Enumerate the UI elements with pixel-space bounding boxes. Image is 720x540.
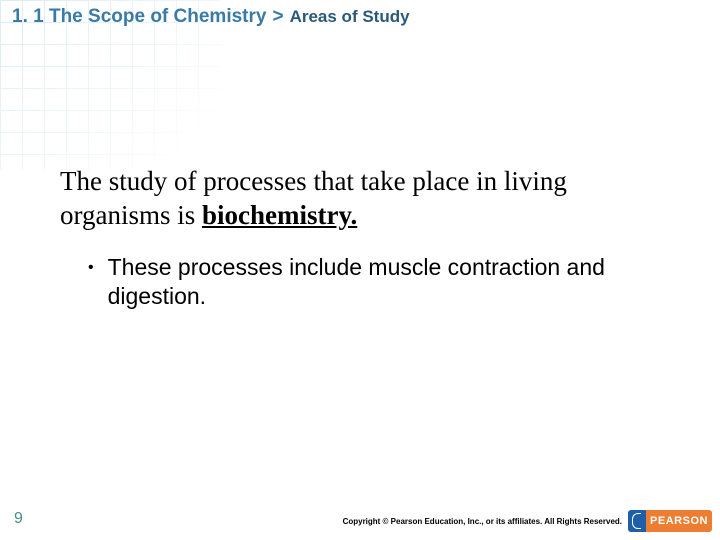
bullet-item: • These processes include muscle contrac… [88,253,660,313]
copyright-text: Copyright © Pearson Education, Inc., or … [343,517,622,526]
page-number: 9 [14,510,23,528]
pearson-mark-icon [628,510,646,532]
slide-content: The study of processes that take place i… [60,165,660,312]
bullet-icon: • [88,253,94,283]
bullet-text: These processes include muscle contracti… [108,253,660,313]
pearson-wordmark: PEARSON [646,510,712,532]
breadcrumb-topic: Areas of Study [290,7,410,27]
breadcrumb: 1. 1 The Scope of Chemistry > Areas of S… [12,6,410,28]
key-term: biochemistry. [202,200,357,230]
breadcrumb-section: 1. 1 The Scope of Chemistry [12,6,266,28]
lead-paragraph: The study of processes that take place i… [60,165,660,233]
pearson-logo: PEARSON [628,510,712,532]
chevron-right-icon: > [272,6,283,28]
